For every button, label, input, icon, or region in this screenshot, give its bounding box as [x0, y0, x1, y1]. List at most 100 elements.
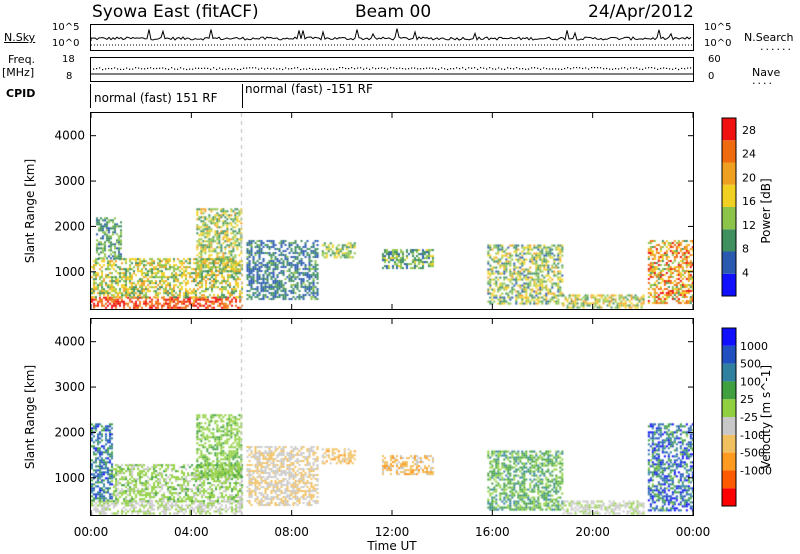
freq-point — [435, 68, 437, 70]
freq-point — [99, 67, 101, 69]
freq-point — [687, 67, 689, 69]
colorbar-segment — [722, 470, 736, 489]
freq-unit-label: [MHz] — [2, 66, 35, 79]
freq-point — [633, 67, 635, 69]
freq-point — [675, 67, 677, 69]
nave-dots: ···· — [752, 77, 774, 90]
colorbar-tick-label: -100 — [740, 429, 765, 442]
cpid-divider — [242, 84, 243, 108]
freq-point — [324, 68, 326, 70]
freq-point — [549, 68, 551, 70]
power-heatmap — [91, 113, 693, 309]
freq-trace — [91, 67, 693, 75]
freq-point — [531, 67, 533, 69]
freq-point — [213, 67, 215, 69]
freq-axis-bottom: 8 — [66, 71, 73, 82]
colorbar-tick-label: 4 — [742, 266, 749, 279]
freq-point — [369, 68, 371, 70]
noise-panel — [90, 24, 694, 51]
colorbar-segment — [722, 140, 736, 163]
y-tick-label: 1000 — [54, 471, 85, 485]
freq-label: Freq. — [8, 53, 36, 66]
freq-point — [339, 67, 341, 69]
noise-line — [91, 28, 692, 41]
freq-point — [456, 67, 458, 69]
freq-point — [315, 68, 317, 70]
freq-point — [537, 67, 539, 69]
freq-point — [690, 67, 692, 69]
station-title: Syowa East (fitACF) — [92, 2, 259, 22]
freq-point — [129, 68, 131, 70]
x-tick-label: 20:00 — [575, 525, 610, 539]
freq-point — [411, 67, 413, 69]
freq-point — [114, 67, 116, 69]
freq-point — [306, 68, 308, 70]
power-colorbar-label: Power [dB] — [759, 178, 773, 243]
freq-point — [546, 68, 548, 70]
y-tick-label: 3000 — [54, 380, 85, 394]
velocity-colorbar-label: Velocity [m s^-1] — [759, 365, 773, 469]
freq-point — [240, 68, 242, 70]
freq-point — [579, 67, 581, 69]
freq-point — [225, 68, 227, 70]
freq-point — [483, 67, 485, 69]
colorbar-tick-label: 16 — [742, 195, 756, 208]
freq-point — [285, 67, 287, 69]
freq-point — [558, 68, 560, 70]
colorbar-tick-label: 25 — [740, 393, 754, 406]
freq-point — [591, 67, 593, 69]
colorbar-frame — [721, 117, 737, 297]
freq-point — [402, 68, 404, 70]
colorbar-segment — [722, 328, 736, 346]
freq-point — [102, 69, 104, 71]
freq-point — [399, 67, 401, 69]
freq-point — [135, 67, 137, 69]
freq-point — [288, 68, 290, 70]
freq-point — [387, 68, 389, 70]
freq-point — [555, 68, 557, 70]
colorbar-tick-label: 500 — [740, 358, 761, 371]
freq-point — [486, 68, 488, 70]
x-axis-title: Time UT — [366, 539, 417, 553]
freq-point — [117, 68, 119, 70]
freq-point — [552, 68, 554, 70]
y-tick-label: 4000 — [54, 335, 85, 349]
freq-point — [498, 67, 500, 69]
freq-point — [504, 68, 506, 70]
freq-point — [312, 68, 314, 70]
freq-point — [177, 68, 179, 70]
colorbar-segment — [722, 162, 736, 185]
noise-axis-bottom: 10^0 — [52, 38, 80, 49]
date-title: 24/Apr/2012 — [588, 2, 694, 22]
freq-point — [453, 68, 455, 70]
freq-point — [216, 68, 218, 70]
colorbar-tick-label: 24 — [742, 148, 756, 161]
freq-point — [219, 67, 221, 69]
freq-point — [525, 68, 527, 70]
freq-point — [654, 67, 656, 69]
freq-point — [108, 67, 110, 70]
freq-point — [318, 68, 320, 70]
freq-point — [429, 67, 431, 69]
freq-point — [126, 67, 128, 69]
freq-axis-top: 18 — [62, 54, 75, 65]
freq-point — [561, 68, 563, 70]
freq-point — [231, 68, 233, 70]
freq-point — [270, 68, 272, 70]
freq-point — [540, 68, 542, 70]
colorbar-tick-label: -1000 — [740, 464, 772, 477]
freq-point — [207, 67, 209, 69]
freq-point — [636, 67, 638, 69]
freq-point — [489, 67, 491, 69]
freq-point — [501, 68, 503, 70]
colorbar-segment — [722, 434, 736, 453]
nsearch-dots: ······ — [760, 43, 793, 56]
freq-point — [624, 67, 626, 69]
freq-point — [660, 67, 662, 70]
freq-point — [396, 68, 398, 70]
freq-point — [480, 67, 482, 69]
freq-point — [336, 68, 338, 70]
freq-point — [354, 68, 356, 70]
freq-point — [159, 67, 161, 69]
colorbar-tick-label: 1000 — [740, 340, 768, 353]
